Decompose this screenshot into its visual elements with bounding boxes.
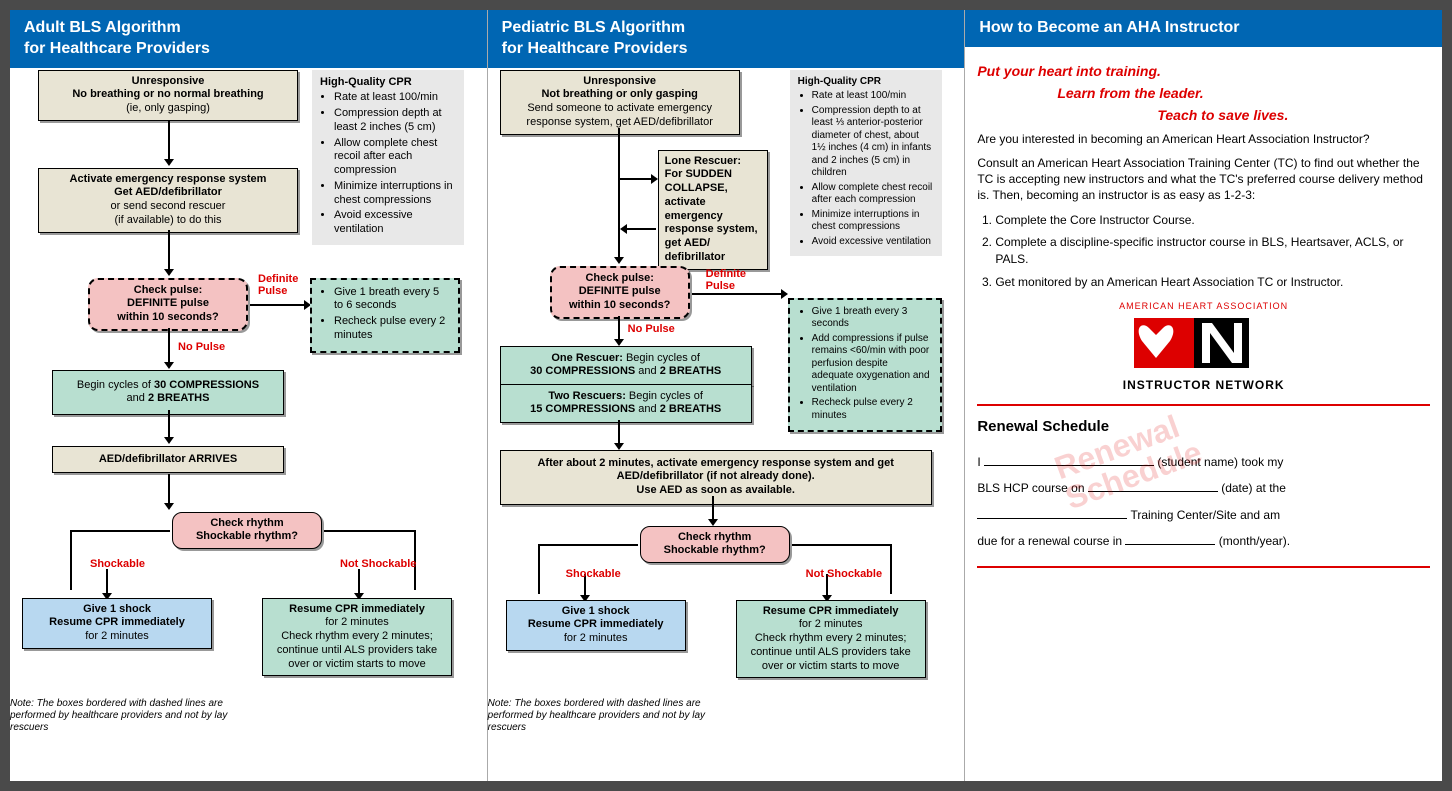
instructor-column: How to Become an AHA Instructor Put your…	[965, 10, 1442, 781]
renewal-line3: Training Center/Site and am	[977, 502, 1430, 528]
divider-rule-2	[977, 566, 1430, 568]
instructor-header: How to Become an AHA Instructor	[965, 10, 1442, 47]
adult-aed-box: AED/defibrillator ARRIVES	[52, 446, 284, 474]
adult-shock-box: Give 1 shock Resume CPR immediately for …	[22, 598, 212, 649]
ped-cpr-info: High-Quality CPR Rate at least 100/min C…	[790, 70, 942, 257]
renewal-title: Renewal Schedule	[977, 418, 1430, 435]
renewal-section: Renewal Schedule Renewal Schedule I (stu…	[977, 418, 1430, 555]
ped-header: Pediatric BLS Algorithm for Healthcare P…	[488, 10, 965, 68]
ped-notshockable-label: Not Shockable	[806, 568, 882, 580]
adult-header: Adult BLS Algorithm for Healthcare Provi…	[10, 10, 487, 68]
ped-shockable-label: Shockable	[566, 568, 621, 580]
adult-pulse-box: Check pulse: DEFINITE pulse within 10 se…	[88, 278, 248, 331]
ped-pulse-box: Check pulse: DEFINITE pulse within 10 se…	[550, 266, 690, 319]
ped-shock-box: Give 1 shock Resume CPR immediately for …	[506, 600, 686, 651]
adult-cpr-info: High-Quality CPR Rate at least 100/min C…	[312, 70, 464, 245]
ped-note: Note: The boxes bordered with dashed lin…	[488, 698, 708, 734]
ped-definite-label: Definite Pulse	[706, 268, 746, 292]
ped-after-box: After about 2 minutes, activate emergenc…	[500, 450, 932, 505]
instructor-p1: Are you interested in becoming an Americ…	[977, 131, 1430, 147]
instructor-logo: AMERICAN HEART ASSOCIATION INSTRUCTOR NE…	[977, 301, 1430, 392]
adult-rhythm-box: Check rhythm Shockable rhythm?	[172, 512, 322, 550]
instructor-content: Put your heart into training. Learn from…	[965, 47, 1442, 781]
tagline-3: Teach to save lives.	[1157, 107, 1430, 123]
adult-flow: Unresponsive No breathing or no normal b…	[10, 68, 487, 781]
ped-resume-box: Resume CPR immediately for 2 minutes Che…	[736, 600, 926, 679]
adult-shockable-label: Shockable	[90, 558, 145, 570]
adult-nopulse-label: No Pulse	[178, 341, 225, 353]
ped-two-rescuer-box: Two Rescuers: Begin cycles of15 COMPRESS…	[500, 384, 752, 424]
adult-activate-box: Activate emergency response system Get A…	[38, 168, 298, 233]
adult-notshockable-label: Not Shockable	[340, 558, 416, 570]
ped-lone-box: Lone Rescuer: For SUDDEN COLLAPSE, activ…	[658, 150, 768, 270]
page: Adult BLS Algorithm for Healthcare Provi…	[10, 10, 1442, 781]
adult-column: Adult BLS Algorithm for Healthcare Provi…	[10, 10, 488, 781]
renewal-line1: I (student name) took my	[977, 449, 1430, 475]
tagline-2: Learn from the leader.	[1057, 85, 1430, 101]
ped-breath-box: Give 1 breath every 3 seconds Add compre…	[788, 298, 942, 433]
adult-definite-label: Definite Pulse	[258, 273, 298, 297]
ped-rhythm-box: Check rhythm Shockable rhythm?	[640, 526, 790, 564]
ped-nopulse-label: No Pulse	[628, 323, 675, 335]
ped-unresponsive-box: Unresponsive Not breathing or only gaspi…	[500, 70, 740, 135]
renewal-line2: BLS HCP course on (date) at the	[977, 475, 1430, 501]
ped-one-rescuer-box: One Rescuer: Begin cycles of30 COMPRESSI…	[500, 346, 752, 386]
adult-resume-box: Resume CPR immediately for 2 minutes Che…	[262, 598, 452, 677]
instructor-p2: Consult an American Heart Association Tr…	[977, 155, 1430, 204]
adult-unresponsive-box: Unresponsive No breathing or no normal b…	[38, 70, 298, 121]
adult-breath-box: Give 1 breath every 5 to 6 seconds Reche…	[310, 278, 460, 353]
divider-rule	[977, 404, 1430, 406]
adult-compress-box: Begin cycles of 30 COMPRESSIONSand 2 BRE…	[52, 370, 284, 416]
pediatric-column: Pediatric BLS Algorithm for Healthcare P…	[488, 10, 966, 781]
ped-flow: Unresponsive Not breathing or only gaspi…	[488, 68, 965, 781]
adult-note: Note: The boxes bordered with dashed lin…	[10, 698, 230, 734]
renewal-line4: due for a renewal course in (month/year)…	[977, 528, 1430, 554]
tagline-1: Put your heart into training.	[977, 63, 1430, 79]
instructor-network-icon	[1134, 313, 1274, 373]
instructor-steps: Complete the Core Instructor Course. Com…	[995, 212, 1430, 291]
